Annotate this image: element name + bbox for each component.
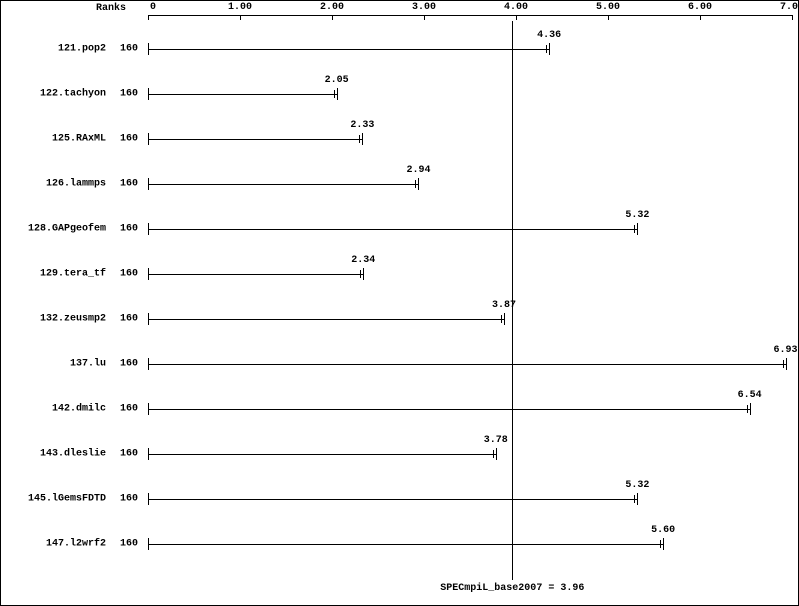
bar-end-cap bbox=[418, 178, 419, 190]
bar-value-label: 6.93 bbox=[774, 345, 798, 356]
bar-end-cap-inner bbox=[660, 540, 661, 548]
bar-end-cap bbox=[504, 313, 505, 325]
x-tick bbox=[148, 15, 149, 20]
ranks-value: 160 bbox=[120, 539, 138, 550]
bar-value-label: 2.33 bbox=[350, 120, 374, 131]
bar-end-cap bbox=[663, 538, 664, 550]
bar-value-label: 2.05 bbox=[325, 75, 349, 86]
x-tick-label: 3.00 bbox=[412, 2, 436, 13]
benchmark-name: 142.dmilc bbox=[6, 404, 106, 415]
bar bbox=[148, 274, 363, 275]
x-tick bbox=[424, 15, 425, 20]
bar-value-label: 2.94 bbox=[406, 165, 430, 176]
benchmark-name: 132.zeusmp2 bbox=[6, 314, 106, 325]
bar-value-label: 5.60 bbox=[651, 525, 675, 536]
benchmark-name: 128.GAPgeofem bbox=[6, 224, 106, 235]
x-tick-label: 0 bbox=[150, 2, 156, 13]
reference-label: SPECmpiL_base2007 = 3.96 bbox=[440, 583, 584, 594]
bar-end-cap bbox=[637, 493, 638, 505]
x-tick bbox=[240, 15, 241, 20]
benchmark-name: 121.pop2 bbox=[6, 44, 106, 55]
bar bbox=[148, 454, 496, 455]
chart-container: 0 1.00 2.00 3.00 4.00 5.00 6.00 7.00 Ranks 121.po… bbox=[0, 0, 799, 606]
bar bbox=[148, 544, 663, 545]
bar bbox=[148, 319, 504, 320]
bar-end-cap-inner bbox=[359, 135, 360, 143]
bar-end-cap-inner bbox=[747, 405, 748, 413]
x-tick bbox=[792, 15, 793, 20]
ranks-value: 160 bbox=[120, 224, 138, 235]
bar-end-cap-inner bbox=[783, 360, 784, 368]
x-tick bbox=[700, 15, 701, 20]
bar bbox=[148, 364, 786, 365]
bar-end-cap bbox=[362, 133, 363, 145]
x-tick-label: 5.00 bbox=[596, 2, 620, 13]
bar-end-cap bbox=[549, 43, 550, 55]
bar-end-cap bbox=[637, 223, 638, 235]
reference-line bbox=[512, 21, 513, 580]
ranks-value: 160 bbox=[120, 44, 138, 55]
bar-end-cap-inner bbox=[501, 315, 502, 323]
x-tick-label: 7.00 bbox=[780, 2, 799, 13]
bar-value-label: 5.32 bbox=[625, 480, 649, 491]
bar bbox=[148, 409, 750, 410]
bar-end-cap-inner bbox=[546, 45, 547, 53]
bar-value-label: 4.36 bbox=[537, 30, 561, 41]
benchmark-name: 143.dleslie bbox=[6, 449, 106, 460]
x-tick-label: 6.00 bbox=[688, 2, 712, 13]
bar-value-label: 6.54 bbox=[738, 390, 762, 401]
bar-end-cap-inner bbox=[634, 495, 635, 503]
x-tick bbox=[608, 15, 609, 20]
benchmark-name: 137.lu bbox=[6, 359, 106, 370]
ranks-value: 160 bbox=[120, 494, 138, 505]
ranks-value: 160 bbox=[120, 134, 138, 145]
bar-value-label: 5.32 bbox=[625, 210, 649, 221]
x-tick-label: 1.00 bbox=[228, 2, 252, 13]
benchmark-name: 125.RAxML bbox=[6, 134, 106, 145]
bar-end-cap-inner bbox=[360, 270, 361, 278]
ranks-value: 160 bbox=[120, 359, 138, 370]
bar-end-cap bbox=[786, 358, 787, 370]
ranks-value: 160 bbox=[120, 314, 138, 325]
bar-end-cap bbox=[363, 268, 364, 280]
bar-value-label: 3.78 bbox=[484, 435, 508, 446]
bar bbox=[148, 499, 637, 500]
benchmark-name: 122.tachyon bbox=[6, 89, 106, 100]
x-tick-label: 4.00 bbox=[504, 2, 528, 13]
benchmark-name: 145.lGemsFDTD bbox=[6, 494, 106, 505]
ranks-value: 160 bbox=[120, 89, 138, 100]
bar-end-cap-inner bbox=[493, 450, 494, 458]
ranks-header: Ranks bbox=[96, 3, 126, 14]
bar-end-cap-inner bbox=[334, 90, 335, 98]
benchmark-name: 126.lammps bbox=[6, 179, 106, 190]
bar bbox=[148, 184, 418, 185]
ranks-value: 160 bbox=[120, 404, 138, 415]
bar bbox=[148, 139, 362, 140]
ranks-value: 160 bbox=[120, 449, 138, 460]
ranks-value: 160 bbox=[120, 269, 138, 280]
benchmark-name: 129.tera_tf bbox=[6, 269, 106, 280]
x-axis bbox=[148, 15, 792, 16]
bar bbox=[148, 94, 337, 95]
bar bbox=[148, 49, 549, 50]
ranks-value: 160 bbox=[120, 179, 138, 190]
bar-end-cap-inner bbox=[634, 225, 635, 233]
x-tick-label: 2.00 bbox=[320, 2, 344, 13]
x-tick bbox=[332, 15, 333, 20]
x-tick bbox=[516, 15, 517, 20]
bar bbox=[148, 229, 637, 230]
bar-end-cap bbox=[337, 88, 338, 100]
bar-value-label: 2.34 bbox=[351, 255, 375, 266]
bar-end-cap bbox=[750, 403, 751, 415]
bar-end-cap-inner bbox=[415, 180, 416, 188]
benchmark-name: 147.l2wrf2 bbox=[6, 539, 106, 550]
bar-end-cap bbox=[496, 448, 497, 460]
